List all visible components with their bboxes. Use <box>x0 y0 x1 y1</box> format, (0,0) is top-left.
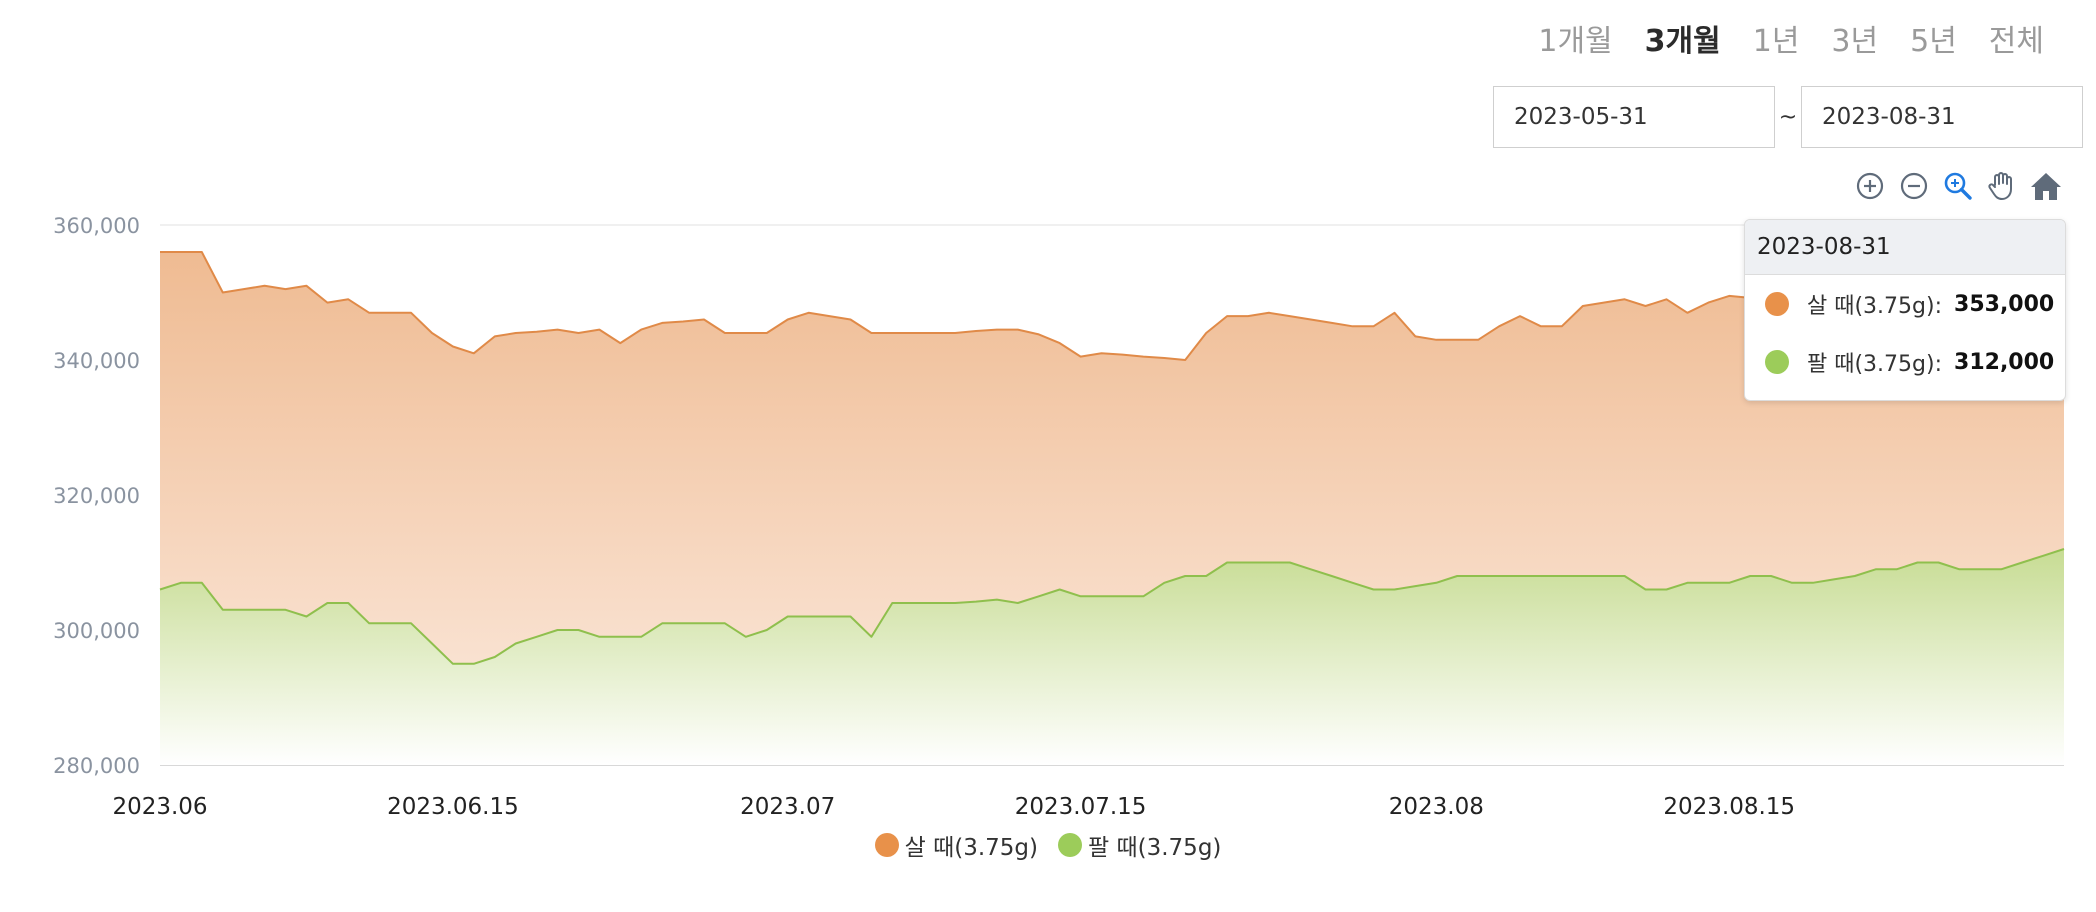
zoom-out-icon[interactable] <box>1896 168 1932 204</box>
chart-legend: 살 때(3.75g) 팔 때(3.75g) <box>0 828 2096 862</box>
legend-item-buy[interactable]: 살 때(3.75g) <box>874 828 1038 862</box>
period-all[interactable]: 전체 <box>1988 24 2044 59</box>
period-selector: 1개월 3개월 1년 3년 5년 전체 <box>1522 12 2060 64</box>
tooltip-row-sell: 팔 때(3.75g): 312,000 <box>1745 333 2065 391</box>
pan-hand-icon[interactable] <box>1984 168 2020 204</box>
period-5-years[interactable]: 5년 <box>1910 24 1957 59</box>
sell-series-line <box>159 548 2065 665</box>
y-tick-label: 360,000 <box>53 214 140 238</box>
buy-marker-icon <box>1765 292 1789 316</box>
x-tick-label: 2023.06.15 <box>387 794 519 820</box>
sell-series-area <box>160 549 2064 765</box>
period-3-years[interactable]: 3년 <box>1831 24 1879 59</box>
tooltip-buy-label: 살 때(3.75g): <box>1807 294 1943 319</box>
legend-sell-marker-icon <box>1058 833 1082 857</box>
y-tick-label: 320,000 <box>53 484 140 508</box>
tooltip-buy-value: 353,000 <box>1954 291 2055 317</box>
home-reset-icon[interactable] <box>2028 168 2064 204</box>
legend-buy-label: 살 때(3.75g) <box>904 835 1038 861</box>
sell-marker-icon <box>1765 350 1789 374</box>
tooltip-sell-value: 312,000 <box>1954 349 2055 375</box>
y-tick-label: 280,000 <box>53 754 140 778</box>
x-tick-label: 2023.06 <box>112 794 207 820</box>
date-range-separator: ~ <box>1778 104 1798 130</box>
legend-buy-marker-icon <box>874 833 899 857</box>
x-tick-label: 2023.07.15 <box>1015 794 1147 820</box>
legend-sell-label: 팔 때(3.75g) <box>1088 835 1222 861</box>
legend-item-sell[interactable]: 팔 때(3.75g) <box>1058 828 1221 862</box>
y-tick-label: 300,000 <box>53 619 140 643</box>
start-date-input[interactable] <box>1493 86 1775 148</box>
period-1-month[interactable]: 1개월 <box>1538 24 1613 59</box>
price-chart: 280,000 300,000 320,000 340,000 360,000 2023.… <box>53 214 2065 820</box>
chart-tooltip: 2023-08-31 살 때(3.75g): 353,000 팔 때(3.75g… <box>1744 219 2066 401</box>
sell-series-layer <box>159 548 2065 765</box>
x-tick-label: 2023.07 <box>740 794 835 820</box>
zoom-in-icon[interactable] <box>1852 168 1888 204</box>
x-tick-label: 2023.08 <box>1389 794 1484 820</box>
tooltip-row-buy: 살 때(3.75g): 353,000 <box>1745 275 2065 333</box>
period-1-year[interactable]: 1년 <box>1752 24 1800 59</box>
end-date-input[interactable] <box>1801 86 2083 148</box>
y-tick-label: 340,000 <box>53 349 140 373</box>
date-range: ~ <box>1493 86 2083 148</box>
x-tick-label: 2023.08.15 <box>1663 794 1795 820</box>
axis-layer: 280,000 300,000 320,000 340,000 360,000 2023.… <box>53 214 1795 820</box>
tooltip-sell-label: 팔 때(3.75g): <box>1807 352 1943 377</box>
tooltip-date: 2023-08-31 <box>1745 220 2065 275</box>
zoom-selection-icon[interactable] <box>1940 168 1976 204</box>
chart-toolbar <box>1852 168 2064 204</box>
period-3-months[interactable]: 3개월 <box>1644 24 1721 59</box>
